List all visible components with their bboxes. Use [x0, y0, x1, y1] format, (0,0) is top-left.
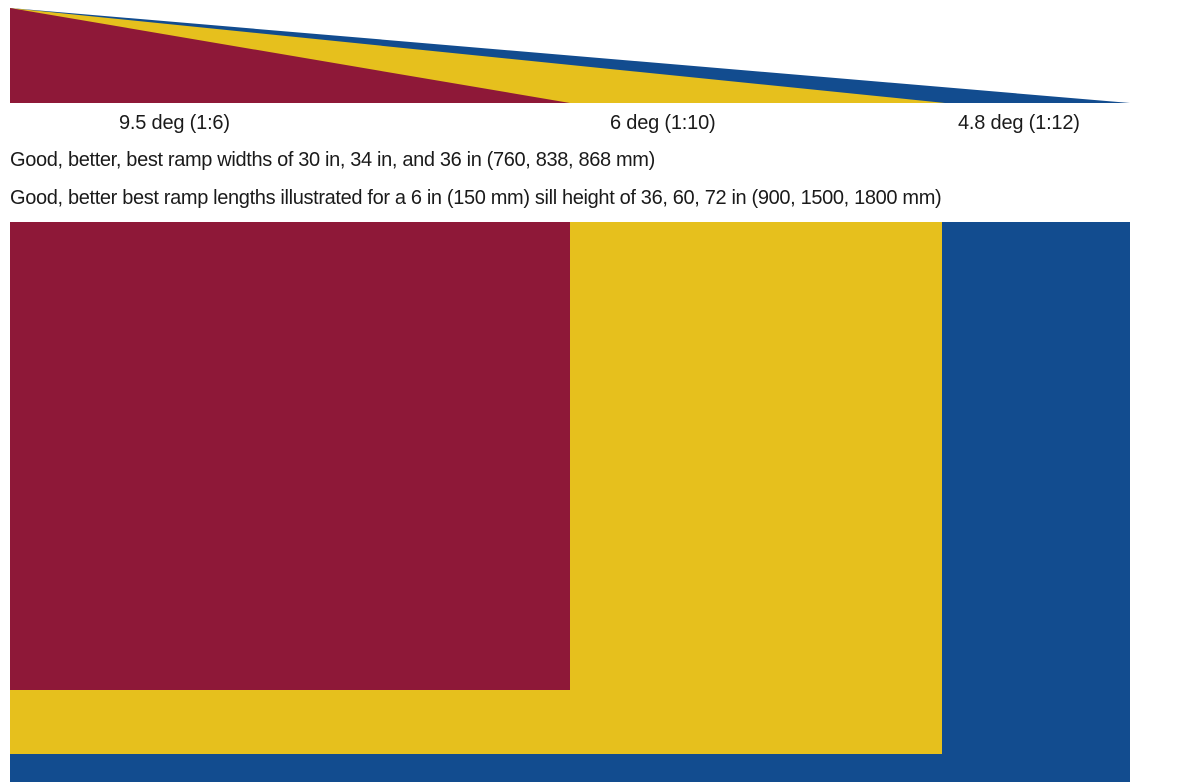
- better-slope-label: 6 deg (1:10): [610, 112, 716, 134]
- good-ramp-profile: [10, 8, 570, 103]
- good-slope-label: 9.5 deg (1:6): [119, 112, 230, 134]
- best-slope-label: 4.8 deg (1:12): [958, 112, 1080, 134]
- ramp-lengths-caption: Good, better best ramp lengths illustrat…: [10, 187, 942, 209]
- ramp-widths-caption: Good, better, best ramp widths of 30 in,…: [10, 149, 655, 171]
- good-ramp-footprint: [10, 222, 570, 690]
